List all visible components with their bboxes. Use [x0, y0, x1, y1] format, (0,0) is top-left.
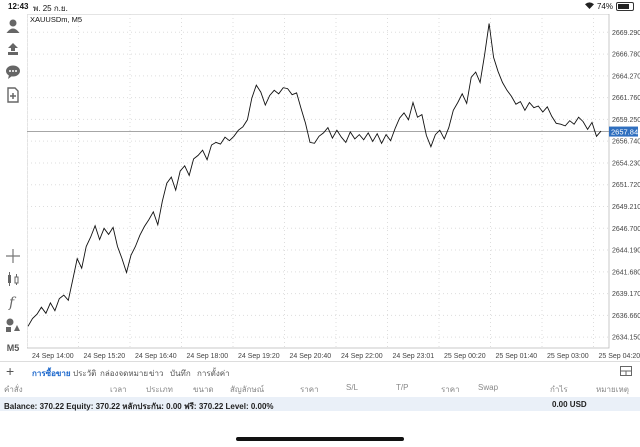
col-open-price[interactable]: ราคา	[300, 385, 319, 394]
y-tick-label: 2646.700	[612, 226, 640, 233]
balance-summary: Balance: 370.22 Equity: 370.22 หลักประกั…	[4, 402, 274, 411]
col-comment[interactable]: หมายเหตุ	[596, 385, 629, 394]
x-tick-label: 24 Sep 23:01	[393, 353, 435, 360]
y-tick-label: 2634.150	[612, 335, 640, 342]
user-icon[interactable]	[5, 18, 21, 34]
status-date: พ. 25 ก.ย.	[33, 4, 68, 13]
price-series-line	[27, 23, 602, 327]
col-sl[interactable]: S/L	[346, 383, 359, 392]
tab-trade[interactable]: การซื้อขาย	[32, 369, 71, 378]
tab-journal[interactable]: บันทึก	[170, 369, 191, 378]
y-tick-label: 2636.660	[612, 313, 640, 320]
y-tick-label: 2651.720	[612, 182, 640, 189]
col-type[interactable]: ประเภท	[146, 385, 173, 394]
split-view-icon[interactable]	[620, 366, 632, 376]
y-tick-label: 2644.190	[612, 248, 640, 255]
crosshair-icon[interactable]	[5, 248, 21, 264]
x-tick-label: 24 Sep 18:00	[187, 353, 229, 360]
chart-grid	[27, 14, 610, 349]
y-tick-label: 2669.290	[612, 30, 640, 37]
x-tick-label: 24 Sep 15:20	[84, 353, 126, 360]
account-balance-row: Balance: 370.22 Equity: 370.22 หลักประกั…	[0, 397, 640, 411]
col-order[interactable]: คำสั่ง	[4, 385, 23, 394]
col-tp[interactable]: T/P	[396, 383, 409, 392]
current-price-tag: 2657.849	[609, 126, 640, 137]
battery-icon	[616, 2, 634, 11]
col-time[interactable]: เวลา	[110, 385, 127, 394]
y-tick-label: 2666.780	[612, 52, 640, 59]
y-tick-label: 2639.170	[612, 291, 640, 298]
plot-border	[27, 14, 610, 349]
trade-column-headers: คำสั่ง เวลา ประเภท ขนาด สัญลักษณ์ ราคา S…	[0, 381, 640, 395]
tab-mailbox[interactable]: กล่องจดหมาย	[100, 369, 149, 378]
left-toolbar: f M5	[0, 14, 27, 360]
x-tick-label: 24 Sep 16:40	[135, 353, 177, 360]
x-tick-label: 24 Sep 19:20	[238, 353, 280, 360]
add-document-icon[interactable]	[5, 87, 21, 103]
status-time: 12:43	[8, 2, 29, 11]
y-tick-label: 2661.760	[612, 95, 640, 102]
toolbox-tabs: + การซื้อขาย ประวัติ กล่องจดหมาย ข่าว บั…	[0, 361, 640, 380]
x-tick-label: 25 Sep 00:20	[444, 353, 486, 360]
price-chart[interactable]: 2669.290 2666.780 2664.270 2661.760 2659.250…	[27, 14, 640, 360]
col-price[interactable]: ราคา	[441, 385, 460, 394]
col-symbol[interactable]: สัญลักษณ์	[230, 385, 265, 394]
x-tick-label: 25 Sep 01:40	[496, 353, 538, 360]
col-profit[interactable]: กำไร	[550, 385, 568, 394]
battery-percent: 74%	[596, 2, 613, 11]
price-axis: 2669.290 2666.780 2664.270 2661.760 2659.250…	[612, 30, 640, 342]
current-price-label: 2657.849	[611, 127, 640, 136]
chat-icon[interactable]	[5, 64, 21, 80]
wifi-icon	[584, 2, 594, 11]
x-tick-label: 24 Sep 22:00	[341, 353, 383, 360]
timeframe-button[interactable]: M5	[6, 343, 20, 353]
tab-settings[interactable]: การตั้งค่า	[197, 369, 230, 378]
x-tick-label: 24 Sep 14:00	[32, 353, 74, 360]
col-volume[interactable]: ขนาด	[193, 385, 214, 394]
chart-canvas[interactable]: 2669.290 2666.780 2664.270 2661.760 2659.250…	[27, 14, 640, 360]
objects-icon[interactable]	[5, 317, 21, 333]
col-swap[interactable]: Swap	[478, 383, 499, 392]
y-tick-label: 2664.270	[612, 73, 640, 80]
svg-text:f: f	[8, 295, 17, 310]
total-profit: 0.00 USD	[552, 400, 587, 409]
status-bar: 12:43 พ. 25 ก.ย. 74%	[0, 0, 640, 14]
y-tick-label: 2656.740	[612, 139, 640, 146]
time-axis: 24 Sep 14:00 24 Sep 15:20 24 Sep 16:40 24 S…	[32, 353, 640, 360]
y-tick-label: 2654.230	[612, 160, 640, 167]
x-tick-label: 25 Sep 04:20	[599, 353, 640, 360]
status-indicators: 74%	[584, 2, 634, 11]
tab-history[interactable]: ประวัติ	[73, 369, 97, 378]
tab-news[interactable]: ข่าว	[149, 369, 164, 378]
candlestick-icon[interactable]	[5, 271, 21, 287]
y-tick-label: 2649.210	[612, 204, 640, 211]
add-icon[interactable]: +	[6, 363, 15, 379]
x-tick-label: 24 Sep 20:40	[290, 353, 332, 360]
home-indicator[interactable]	[236, 437, 404, 441]
x-tick-label: 25 Sep 03:00	[547, 353, 589, 360]
y-tick-label: 2659.250	[612, 117, 640, 124]
y-tick-label: 2641.680	[612, 269, 640, 276]
account-transfer-icon[interactable]	[5, 41, 21, 57]
symbol-label: XAUUSDm, M5	[30, 15, 82, 24]
function-icon[interactable]: f	[5, 294, 21, 310]
